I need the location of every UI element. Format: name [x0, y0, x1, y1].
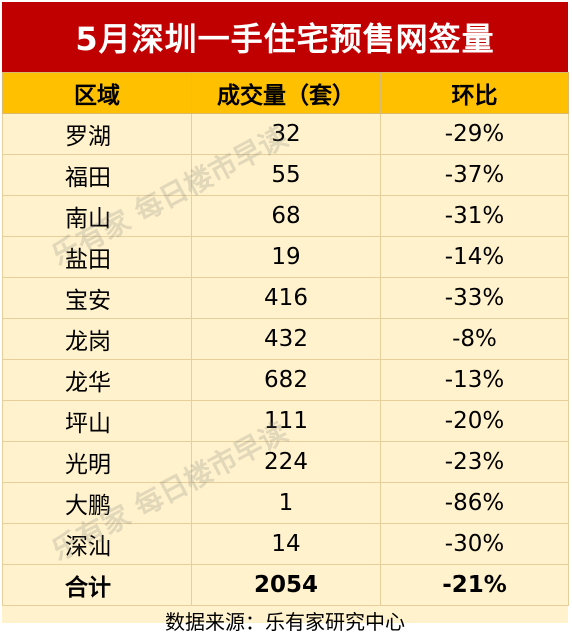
- region-cell: 盐田: [2, 236, 192, 278]
- region-cell: 龙岗: [2, 318, 192, 360]
- volume-cell: 111: [191, 400, 381, 442]
- table-row: 盐田 19 -14%: [2, 236, 569, 278]
- mom-cell: -30%: [380, 523, 569, 565]
- mom-cell: -23%: [380, 441, 569, 483]
- mom-cell: -31%: [380, 195, 569, 237]
- table-row: 光明 224 -23%: [2, 441, 569, 483]
- volume-cell: 432: [191, 318, 381, 360]
- header-row: 区域 成交量（套） 环比: [2, 72, 569, 114]
- volume-cell: 68: [191, 195, 381, 237]
- table-row: 龙华 682 -13%: [2, 359, 569, 401]
- volume-cell: 32: [191, 113, 381, 155]
- table-title: 5月深圳一手住宅预售网签量: [2, 2, 568, 72]
- mom-cell: -8%: [380, 318, 569, 360]
- mom-cell: -86%: [380, 482, 569, 524]
- header-mom: 环比: [380, 72, 569, 114]
- mom-cell: -13%: [380, 359, 569, 401]
- table-row: 龙岗 432 -8%: [2, 318, 569, 360]
- table-row: 南山 68 -31%: [2, 195, 569, 237]
- mom-cell: -29%: [380, 113, 569, 155]
- total-label: 合计: [2, 564, 192, 606]
- total-mom: -21%: [380, 564, 569, 606]
- table-row: 坪山 111 -20%: [2, 400, 569, 442]
- region-cell: 罗湖: [2, 113, 192, 155]
- volume-cell: 224: [191, 441, 381, 483]
- volume-cell: 55: [191, 154, 381, 196]
- region-cell: 龙华: [2, 359, 192, 401]
- source-note: 数据来源：乐有家研究中心: [165, 610, 405, 634]
- volume-cell: 682: [191, 359, 381, 401]
- volume-cell: 416: [191, 277, 381, 319]
- volume-cell: 19: [191, 236, 381, 278]
- mom-cell: -33%: [380, 277, 569, 319]
- mom-cell: -14%: [380, 236, 569, 278]
- table-row: 大鹏 1 -86%: [2, 482, 569, 524]
- volume-cell: 14: [191, 523, 381, 565]
- header-region: 区域: [2, 72, 192, 114]
- region-cell: 深汕: [2, 523, 192, 565]
- volume-cell: 1: [191, 482, 381, 524]
- total-volume: 2054: [191, 564, 381, 606]
- mom-cell: -20%: [380, 400, 569, 442]
- table-body: 罗湖 32 -29% 福田 55 -37% 南山 68 -31% 盐田 19 -14% 宝安 416 -33…: [2, 113, 569, 606]
- region-cell: 光明: [2, 441, 192, 483]
- mom-cell: -37%: [380, 154, 569, 196]
- table-row: 宝安 416 -33%: [2, 277, 569, 319]
- table-row: 深汕 14 -30%: [2, 523, 569, 565]
- region-cell: 南山: [2, 195, 192, 237]
- header-volume: 成交量（套）: [191, 72, 381, 114]
- sales-table: 区域 成交量（套） 环比 罗湖 32 -29% 福田 55 -37% 南山 68 -31% 盐田 1…: [2, 72, 569, 606]
- region-cell: 福田: [2, 154, 192, 196]
- region-cell: 宝安: [2, 277, 192, 319]
- table-row: 罗湖 32 -29%: [2, 113, 569, 155]
- region-cell: 大鹏: [2, 482, 192, 524]
- table-row: 福田 55 -37%: [2, 154, 569, 196]
- region-cell: 坪山: [2, 400, 192, 442]
- total-row: 合计 2054 -21%: [2, 564, 569, 606]
